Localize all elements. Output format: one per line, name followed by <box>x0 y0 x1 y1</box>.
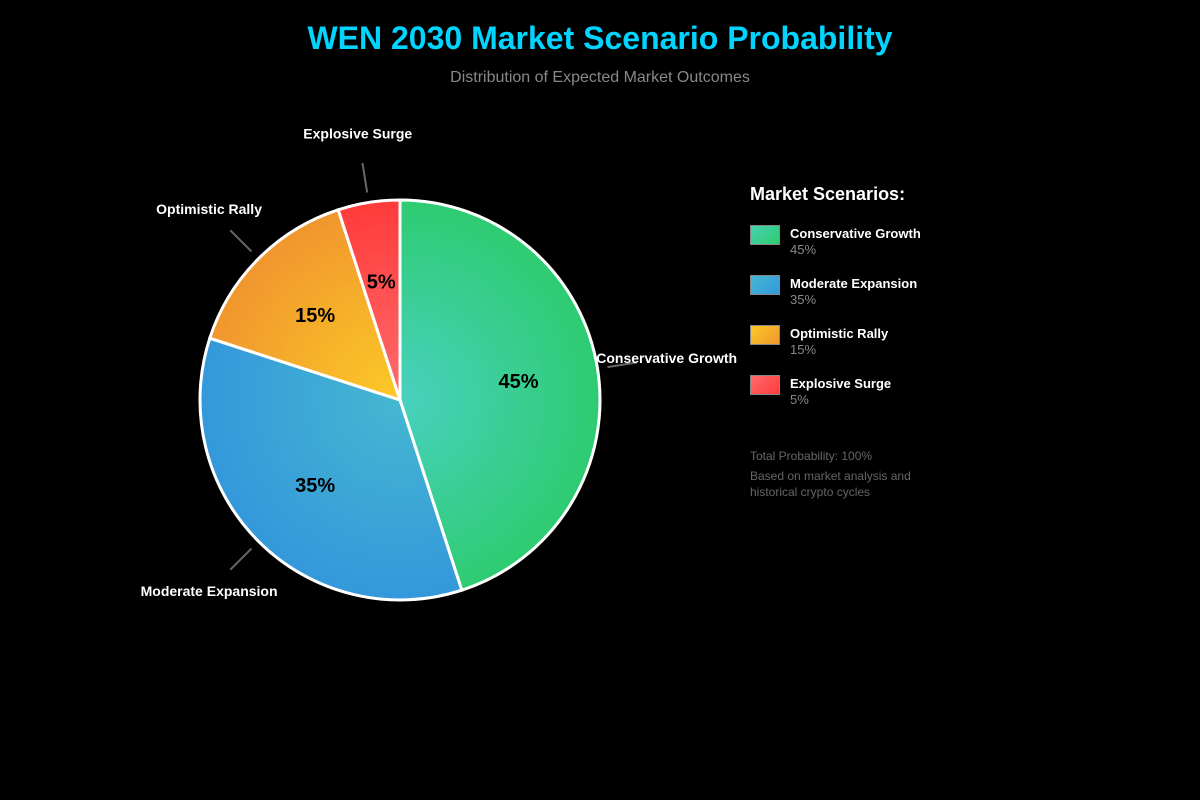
legend-swatch <box>750 325 780 345</box>
legend-swatch <box>750 225 780 245</box>
legend-label: Explosive Surge <box>790 376 892 391</box>
pie-slice-conservative-growth[interactable] <box>398 198 602 593</box>
chart-title: WEN 2030 Market Scenario Probability <box>307 20 893 56</box>
legend-item-explosive-surge[interactable]: Explosive Surge 5% <box>750 375 990 415</box>
basis-note-line1: Based on market analysis and <box>750 469 911 483</box>
slice-percent-label: 35% <box>295 475 335 497</box>
legend-value: 5% <box>790 392 809 407</box>
slice-name-label: Conservative Growth <box>596 350 737 366</box>
legend-value: 15% <box>790 342 817 357</box>
leader-line <box>229 229 253 253</box>
leader-line <box>607 361 638 369</box>
pie-slice-explosive-surge[interactable] <box>336 198 402 401</box>
legend-label: Conservative Growth <box>790 226 921 241</box>
slice-name-label: Moderate Expansion <box>141 583 278 599</box>
pie-slice-moderate-expansion[interactable] <box>198 336 464 602</box>
slice-name-label: Optimistic Rally <box>156 201 262 217</box>
legend-swatch <box>750 375 780 395</box>
legend-item-conservative-growth[interactable]: Conservative Growth 45% <box>750 225 990 265</box>
leader-line <box>361 162 369 193</box>
slice-name-label: Explosive Surge <box>303 125 412 141</box>
legend-label: Optimistic Rally <box>790 326 889 341</box>
legend-value: 45% <box>790 242 817 257</box>
basis-note-line2: historical crypto cycles <box>750 485 871 499</box>
legend-swatch <box>750 275 780 295</box>
legend-value: 35% <box>790 292 817 307</box>
slice-percent-label: 45% <box>499 371 539 393</box>
slice-percent-label: 5% <box>367 271 396 293</box>
legend-item-optimistic-rally[interactable]: Optimistic Rally 15% <box>750 325 990 365</box>
chart-subtitle: Distribution of Expected Market Outcomes <box>450 69 750 86</box>
legend-title: Market Scenarios: <box>750 184 906 204</box>
legend-item-moderate-expansion[interactable]: Moderate Expansion 35% <box>750 275 990 315</box>
legend-label: Moderate Expansion <box>790 276 918 291</box>
total-probability-note: Total Probability: 100% <box>750 449 873 463</box>
leader-line <box>229 547 253 571</box>
slice-percent-label: 15% <box>295 305 335 327</box>
